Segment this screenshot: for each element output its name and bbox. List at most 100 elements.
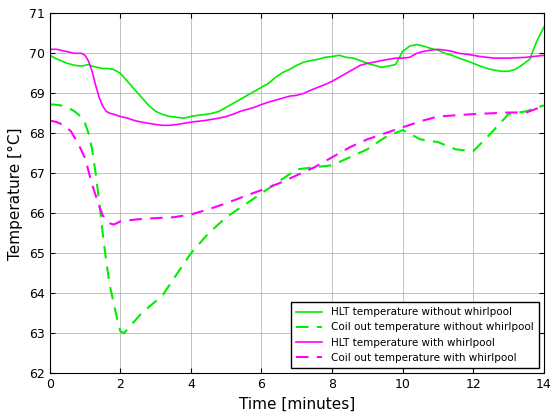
Coil out temperature without whirlpool <box>205 231 212 236</box>
HLT temperature with whirlpool <box>46 47 53 52</box>
Coil out temperature without whirlpool <box>488 131 494 136</box>
Coil out temperature without whirlpool <box>364 147 371 152</box>
Coil out temperature with whirlpool <box>96 204 102 209</box>
Line: Coil out temperature with whirlpool: Coil out temperature with whirlpool <box>50 106 544 224</box>
Coil out temperature with whirlpool <box>205 207 212 212</box>
Coil out temperature without whirlpool <box>82 121 88 126</box>
Coil out temperature without whirlpool <box>346 155 353 160</box>
Coil out temperature with whirlpool <box>488 111 494 116</box>
HLT temperature with whirlpool <box>258 102 265 107</box>
Coil out temperature with whirlpool <box>88 182 95 187</box>
Coil out temperature with whirlpool <box>82 155 88 160</box>
HLT temperature without whirlpool <box>138 95 145 100</box>
Coil out temperature without whirlpool <box>417 137 424 142</box>
Coil out temperature without whirlpool <box>99 231 106 236</box>
Y-axis label: Temperature [°C]: Temperature [°C] <box>8 127 24 260</box>
Line: Coil out temperature without whirlpool: Coil out temperature without whirlpool <box>50 105 544 333</box>
Coil out temperature with whirlpool <box>293 173 300 178</box>
Line: HLT temperature with whirlpool: HLT temperature with whirlpool <box>50 49 544 125</box>
Coil out temperature without whirlpool <box>240 203 247 208</box>
HLT temperature without whirlpool <box>498 69 505 74</box>
Coil out temperature without whirlpool <box>88 147 95 152</box>
Coil out temperature without whirlpool <box>50 102 57 107</box>
Coil out temperature without whirlpool <box>64 105 71 110</box>
X-axis label: Time [minutes]: Time [minutes] <box>239 396 355 412</box>
HLT temperature without whirlpool <box>315 57 321 62</box>
Coil out temperature without whirlpool <box>145 305 152 310</box>
Coil out temperature without whirlpool <box>329 163 335 168</box>
Coil out temperature without whirlpool <box>435 139 441 144</box>
Coil out temperature without whirlpool <box>117 329 124 334</box>
Coil out temperature with whirlpool <box>53 120 60 125</box>
Coil out temperature with whirlpool <box>417 119 424 124</box>
Coil out temperature with whirlpool <box>452 113 459 118</box>
Coil out temperature without whirlpool <box>452 147 459 152</box>
Coil out temperature with whirlpool <box>381 131 388 136</box>
Coil out temperature without whirlpool <box>106 283 113 288</box>
HLT temperature with whirlpool <box>152 122 159 127</box>
Coil out temperature with whirlpool <box>134 217 141 222</box>
Coil out temperature without whirlpool <box>470 149 477 154</box>
Coil out temperature without whirlpool <box>258 191 265 196</box>
Line: HLT temperature without whirlpool: HLT temperature without whirlpool <box>50 27 544 118</box>
Coil out temperature with whirlpool <box>188 212 194 217</box>
Coil out temperature without whirlpool <box>276 179 282 184</box>
Coil out temperature with whirlpool <box>523 110 530 115</box>
Coil out temperature with whirlpool <box>60 123 67 128</box>
Coil out temperature without whirlpool <box>170 277 176 282</box>
Coil out temperature without whirlpool <box>110 299 116 304</box>
Coil out temperature with whirlpool <box>152 215 159 220</box>
Coil out temperature with whirlpool <box>99 213 106 218</box>
Coil out temperature with whirlpool <box>117 219 124 224</box>
Coil out temperature with whirlpool <box>114 221 120 226</box>
HLT temperature without whirlpool <box>180 116 187 121</box>
Coil out temperature with whirlpool <box>399 125 406 130</box>
Coil out temperature without whirlpool <box>311 165 318 170</box>
Coil out temperature without whirlpool <box>523 109 530 114</box>
Coil out temperature without whirlpool <box>152 299 159 304</box>
Coil out temperature with whirlpool <box>110 222 116 227</box>
Coil out temperature with whirlpool <box>46 118 53 123</box>
Coil out temperature with whirlpool <box>170 215 176 220</box>
Coil out temperature without whirlpool <box>57 103 64 108</box>
HLT temperature with whirlpool <box>64 49 71 54</box>
Coil out temperature without whirlpool <box>78 115 85 120</box>
Coil out temperature with whirlpool <box>276 181 282 186</box>
Coil out temperature with whirlpool <box>92 193 99 198</box>
Coil out temperature without whirlpool <box>223 215 230 220</box>
HLT temperature with whirlpool <box>371 60 378 65</box>
Coil out temperature without whirlpool <box>124 327 130 332</box>
HLT temperature without whirlpool <box>321 55 328 60</box>
Coil out temperature without whirlpool <box>85 131 92 136</box>
Coil out temperature without whirlpool <box>540 103 547 108</box>
Coil out temperature without whirlpool <box>293 167 300 172</box>
Coil out temperature with whirlpool <box>311 165 318 170</box>
Coil out temperature with whirlpool <box>329 155 335 160</box>
HLT temperature with whirlpool <box>540 53 547 58</box>
Coil out temperature with whirlpool <box>106 221 113 226</box>
Coil out temperature without whirlpool <box>399 128 406 133</box>
HLT temperature without whirlpool <box>540 25 547 30</box>
Coil out temperature without whirlpool <box>103 259 110 264</box>
Coil out temperature without whirlpool <box>92 171 99 176</box>
Coil out temperature with whirlpool <box>364 137 371 142</box>
Coil out temperature with whirlpool <box>505 110 512 115</box>
Legend: HLT temperature without whirlpool, Coil out temperature without whirlpool, HLT t: HLT temperature without whirlpool, Coil … <box>291 302 539 368</box>
Coil out temperature without whirlpool <box>120 331 127 336</box>
Coil out temperature with whirlpool <box>85 169 92 174</box>
HLT temperature with whirlpool <box>92 83 99 88</box>
Coil out temperature without whirlpool <box>96 199 102 204</box>
Coil out temperature with whirlpool <box>103 218 110 223</box>
HLT temperature without whirlpool <box>131 87 138 92</box>
HLT temperature without whirlpool <box>202 112 208 117</box>
Coil out temperature without whirlpool <box>188 251 194 256</box>
Coil out temperature with whirlpool <box>240 194 247 199</box>
Coil out temperature with whirlpool <box>540 104 547 109</box>
Coil out temperature with whirlpool <box>124 218 130 223</box>
HLT temperature without whirlpool <box>46 53 53 58</box>
Coil out temperature with whirlpool <box>346 145 353 150</box>
Coil out temperature with whirlpool <box>68 129 74 134</box>
Coil out temperature without whirlpool <box>160 293 166 298</box>
Coil out temperature with whirlpool <box>470 112 477 117</box>
Coil out temperature without whirlpool <box>505 112 512 117</box>
